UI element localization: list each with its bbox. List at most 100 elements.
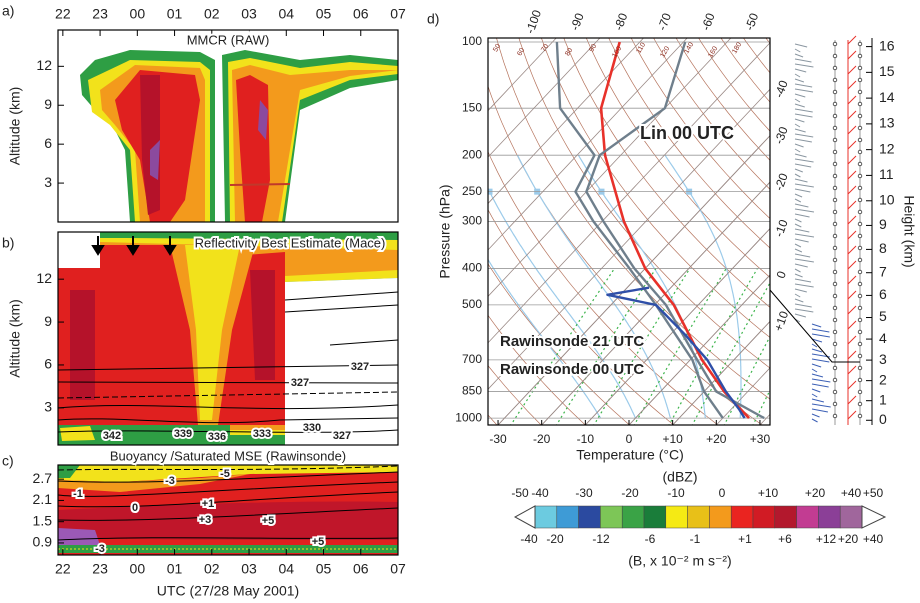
adiabat-label: 180 bbox=[731, 41, 743, 55]
x-tick-label: 07 bbox=[390, 6, 406, 22]
wind-barb bbox=[847, 305, 857, 315]
y-axis-title: Altitude (km) bbox=[7, 299, 23, 378]
station-marker bbox=[857, 329, 863, 335]
station-marker bbox=[832, 377, 838, 383]
y-tick-label: 300 bbox=[462, 214, 482, 228]
sounding-arrow bbox=[91, 245, 105, 256]
wind-barb bbox=[811, 408, 829, 413]
station-marker bbox=[857, 389, 863, 395]
wind-barb bbox=[794, 203, 809, 208]
y2-axis-title: Height (km) bbox=[901, 195, 917, 267]
y-tick-label: 3 bbox=[44, 174, 52, 190]
wind-barb bbox=[794, 133, 814, 138]
dry-adiabat bbox=[585, 38, 770, 278]
isotherm-label: -60 bbox=[699, 11, 718, 32]
wind-barb bbox=[794, 288, 807, 293]
wind-barb bbox=[847, 260, 857, 270]
dry-adiabat bbox=[488, 150, 719, 425]
x-tick-label: 06 bbox=[353, 561, 369, 577]
x-tick-label: 02 bbox=[204, 6, 220, 22]
colorbar-swatch bbox=[665, 505, 688, 529]
inset-boundary bbox=[769, 289, 860, 363]
y2-tick-label: 5 bbox=[879, 308, 887, 324]
wind-barb bbox=[794, 48, 801, 53]
dry-adiabat bbox=[496, 38, 770, 400]
sounding-arrow bbox=[91, 236, 177, 256]
wind-barb bbox=[794, 158, 814, 163]
station-marker bbox=[857, 245, 863, 251]
wind-barb bbox=[847, 365, 857, 375]
x-tick-label: 22 bbox=[55, 6, 71, 22]
y-tick-label: 12 bbox=[36, 57, 52, 73]
wind-barb bbox=[811, 378, 831, 383]
isotherm-label: -90 bbox=[568, 11, 587, 32]
x-tick-label: 0 bbox=[626, 432, 633, 446]
y2-tick-label: 1 bbox=[879, 391, 887, 407]
colorbar-tick-label: -20 bbox=[546, 532, 564, 546]
profile-line bbox=[555, 41, 724, 419]
wind-barb bbox=[794, 123, 801, 128]
wind-barb bbox=[794, 148, 801, 153]
station-marker bbox=[832, 257, 838, 263]
colorbar-tick-label: +10 bbox=[758, 486, 779, 500]
station-marker bbox=[832, 65, 838, 71]
station-marker bbox=[832, 137, 838, 143]
mixing-ratio-line bbox=[593, 268, 691, 425]
dry-adiabat bbox=[698, 38, 770, 132]
panel-title: Reflectivity Best Estimate (Mace) bbox=[195, 235, 386, 250]
wind-barb bbox=[794, 153, 807, 158]
station-marker bbox=[832, 185, 838, 191]
wind-barb bbox=[811, 393, 818, 398]
colorbar-swatch bbox=[752, 505, 776, 529]
station-marker bbox=[832, 401, 838, 407]
wind-barb bbox=[794, 223, 802, 228]
colorbar-swatch bbox=[709, 505, 732, 529]
wind-barb bbox=[794, 188, 811, 193]
station-marker bbox=[857, 53, 863, 59]
reflectivity-best-estimate bbox=[58, 429, 398, 433]
station-marker bbox=[832, 209, 838, 215]
dry-adiabat bbox=[488, 85, 763, 425]
wind-barb bbox=[794, 283, 814, 288]
adiabat-label: 100 bbox=[611, 45, 623, 59]
station-marker bbox=[857, 269, 863, 275]
y2-tick-label: 15 bbox=[879, 63, 895, 79]
wind-barb bbox=[847, 200, 857, 210]
wind-barb bbox=[794, 58, 812, 63]
colorbar-tick-label: -40 bbox=[520, 532, 538, 546]
station-marker bbox=[832, 233, 838, 239]
wind-barb bbox=[811, 368, 818, 373]
station-marker bbox=[857, 113, 863, 119]
wind-barb bbox=[794, 268, 801, 273]
contour-label: -1 bbox=[73, 488, 83, 500]
dry-adiabat bbox=[653, 38, 770, 190]
legend-label: Rawinsonde 00 UTC bbox=[500, 361, 644, 378]
wind-barb bbox=[794, 218, 802, 223]
wind-barb bbox=[847, 65, 857, 75]
wind-barb bbox=[794, 308, 814, 313]
contour-label: 327 bbox=[351, 361, 369, 373]
station-marker bbox=[832, 389, 838, 395]
isotherm bbox=[488, 42, 770, 344]
station-marker bbox=[832, 149, 838, 155]
station-marker bbox=[857, 281, 863, 287]
buoyancy-field bbox=[58, 528, 100, 545]
colorbar-swatch bbox=[600, 505, 623, 529]
wind-barb bbox=[811, 383, 829, 388]
wind-barb bbox=[794, 108, 813, 113]
adiabat-label: 160 bbox=[707, 45, 719, 59]
station-marker bbox=[832, 329, 838, 335]
dry-adiabat bbox=[765, 38, 770, 44]
x-tick-label: -30 bbox=[489, 432, 507, 446]
station-marker bbox=[857, 305, 863, 311]
y-tick-label: 6 bbox=[44, 356, 52, 372]
wind-barb bbox=[794, 83, 813, 88]
wind-barb bbox=[847, 170, 857, 180]
mixing-ratio-line bbox=[510, 268, 616, 425]
x-tick-label: 03 bbox=[241, 561, 257, 577]
station-marker bbox=[832, 101, 838, 107]
y-axis-title: Pressure (hPa) bbox=[437, 184, 453, 278]
colorbar-swatch bbox=[556, 505, 579, 529]
colorbar-swatch bbox=[621, 505, 645, 529]
